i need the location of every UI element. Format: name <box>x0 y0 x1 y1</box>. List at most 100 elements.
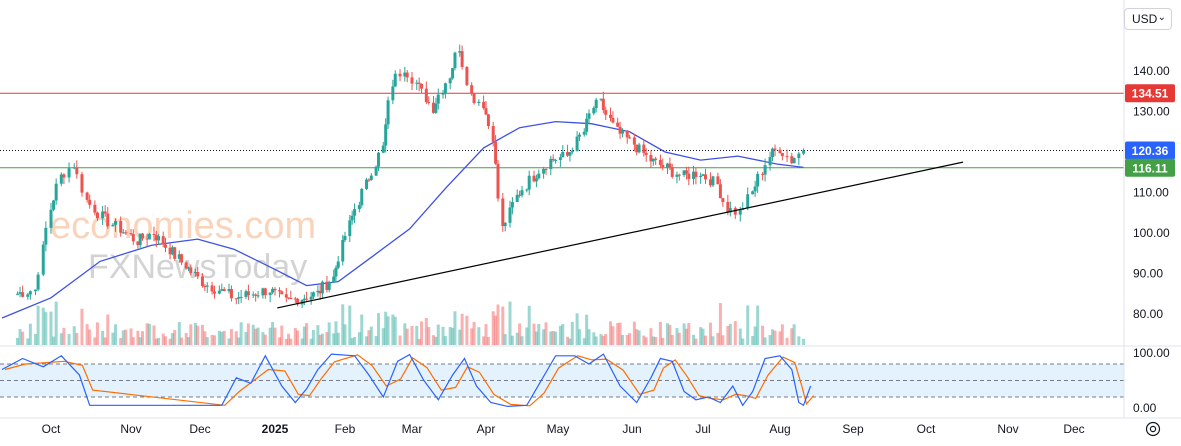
candle-body <box>575 136 579 151</box>
volume-bar <box>708 322 712 345</box>
volume-bar <box>229 329 233 345</box>
candle-body <box>756 173 760 187</box>
volume-bar <box>501 306 505 345</box>
price-tag-label-resistance: 134.51 <box>1132 87 1169 101</box>
volume-bar <box>168 338 172 345</box>
candle-body <box>187 267 190 269</box>
volume-bar <box>711 336 715 345</box>
candle-body <box>415 82 419 84</box>
candle-body <box>386 100 390 125</box>
candle-body <box>458 51 462 53</box>
volume-bar <box>427 327 431 345</box>
volume-bar <box>227 338 231 345</box>
volume-bar <box>520 336 524 345</box>
candle-body <box>309 296 313 300</box>
volume-bar <box>609 321 613 345</box>
volume-bar <box>566 336 570 345</box>
candle-body <box>205 285 209 287</box>
candle-body <box>403 72 407 77</box>
candle-body <box>802 150 806 154</box>
candle-body <box>210 285 214 292</box>
candle-body <box>75 167 79 175</box>
volume-bar <box>417 338 421 345</box>
volume-bar <box>316 325 320 345</box>
candle-body <box>441 93 445 95</box>
candle-body <box>417 82 421 84</box>
volume-bar <box>384 311 388 345</box>
candle-body <box>477 101 481 104</box>
volume-bar <box>537 323 541 345</box>
candle-body <box>515 194 519 203</box>
volume-bar <box>420 321 424 345</box>
volume-bar <box>332 333 336 345</box>
volume-bar <box>694 338 698 345</box>
volume-bar <box>751 335 755 345</box>
candle-body <box>549 158 553 170</box>
time-axis-label: Jul <box>695 422 710 436</box>
candle-body <box>434 103 438 113</box>
candle-body <box>180 254 184 263</box>
volume-bar <box>561 324 565 345</box>
volume-bar <box>644 337 648 345</box>
volume-bar <box>111 332 115 345</box>
candle-body <box>103 211 107 214</box>
volume-bar <box>718 303 722 345</box>
volume-bar <box>271 321 275 345</box>
candle-body <box>36 274 40 290</box>
volume-bar <box>738 328 742 345</box>
candle-body <box>254 294 258 296</box>
time-axis-label: Oct <box>42 422 61 436</box>
volume-bar <box>154 338 158 345</box>
candle-body <box>287 297 291 299</box>
candle-body <box>491 126 495 142</box>
volume-bar <box>496 304 500 345</box>
time-axis-label: Aug <box>769 422 790 436</box>
candle-body <box>278 290 282 292</box>
volume-bar <box>193 322 197 345</box>
price-tag-label-last: 120.36 <box>1132 144 1169 158</box>
volume-bar <box>746 305 750 345</box>
gear-icon[interactable] <box>1144 420 1162 438</box>
volume-bar <box>628 333 632 345</box>
candle-body <box>482 101 486 109</box>
candle-body <box>721 198 725 202</box>
volume-bar <box>470 328 474 345</box>
volume-bar <box>103 337 107 345</box>
candle-body <box>52 200 56 210</box>
volume-bar <box>582 338 586 345</box>
candle-body <box>684 170 688 174</box>
candle-body <box>381 145 385 153</box>
candle-body <box>136 241 140 246</box>
candle-body <box>334 267 338 277</box>
volume-bar <box>374 336 378 345</box>
candle-body <box>377 152 380 167</box>
candle-body <box>420 83 424 89</box>
volume-bar <box>785 337 789 345</box>
candle-body <box>661 164 665 168</box>
price-axis-tick: 110.00 <box>1133 186 1169 200</box>
candle-body <box>360 188 364 206</box>
candle-body <box>716 176 720 185</box>
candle-body <box>609 114 613 118</box>
candle-body <box>726 201 730 213</box>
volume-bar <box>508 301 512 345</box>
volume-bar <box>287 333 291 345</box>
candle-body <box>637 144 641 153</box>
volume-bar <box>365 336 369 345</box>
volume-bar <box>187 337 190 345</box>
candle-body <box>761 173 765 175</box>
candle-body <box>72 167 76 169</box>
volume-bar <box>577 329 581 345</box>
candle-body <box>453 52 457 69</box>
candle-body <box>763 165 767 175</box>
candle-body <box>273 288 277 291</box>
volume-bar <box>677 332 681 345</box>
currency-select[interactable]: USD ⌄ <box>1124 8 1172 30</box>
candle-body <box>222 289 226 292</box>
candle-body <box>733 208 737 215</box>
candle-body <box>374 166 378 176</box>
candle-body <box>367 179 371 181</box>
volume-bar <box>632 321 636 345</box>
candle-body <box>534 178 538 182</box>
